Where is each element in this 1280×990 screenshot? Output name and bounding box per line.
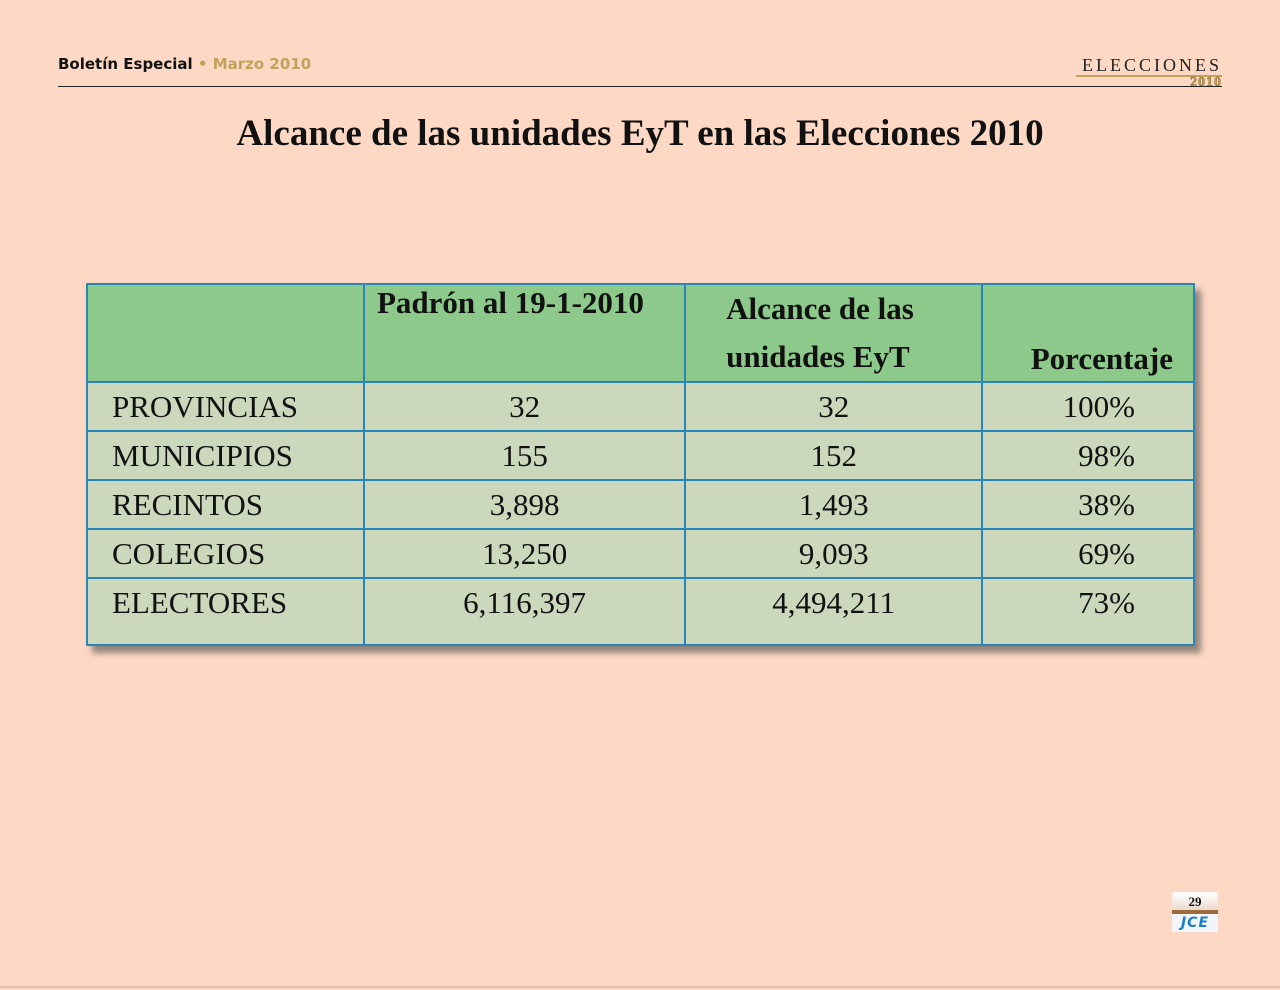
table-row: ELECTORES 6,116,397 4,494,211 73% xyxy=(86,577,1195,646)
page-title: Alcance de las unidades EyT en las Elecc… xyxy=(236,113,1044,154)
padron-value: 155 xyxy=(362,430,687,481)
logo-rule xyxy=(1076,75,1222,77)
row-label: PROVINCIAS xyxy=(86,381,365,432)
logo-year: 2010 xyxy=(1190,75,1222,90)
table-row: COLEGIOS 13,250 9,093 69% xyxy=(86,528,1195,579)
table-row: PROVINCIAS 32 32 100% xyxy=(86,381,1195,432)
padron-value: 32 xyxy=(362,381,687,432)
alcance-value: 9,093 xyxy=(684,528,984,579)
alcance-value: 1,493 xyxy=(684,479,984,530)
table-header-row: Padrón al 19-1-2010 Alcance de las unida… xyxy=(86,283,1195,383)
porcentaje-value: 73% xyxy=(981,577,1195,646)
page-number: 29 xyxy=(1172,892,1218,912)
header-padron: Padrón al 19-1-2010 xyxy=(362,283,687,383)
porcentaje-value: 100% xyxy=(981,381,1195,432)
padron-value: 13,250 xyxy=(362,528,687,579)
publication-date: Marzo 2010 xyxy=(212,55,312,73)
page-number-badge: 29 JCE xyxy=(1172,892,1218,932)
table-row: MUNICIPIOS 155 152 98% xyxy=(86,430,1195,481)
elecciones-logo: ELECCIONES 2010 xyxy=(1072,55,1222,90)
coverage-table-container: Padrón al 19-1-2010 Alcance de las unida… xyxy=(86,283,1195,646)
publication-header: Boletín Especial • Marzo 2010 xyxy=(58,55,311,73)
porcentaje-value: 38% xyxy=(981,479,1195,530)
header-alcance: Alcance de las unidades EyT xyxy=(684,283,984,383)
alcance-value: 152 xyxy=(684,430,984,481)
header-rule xyxy=(58,86,1222,87)
header-separator: • xyxy=(197,55,208,73)
row-label: COLEGIOS xyxy=(86,528,365,579)
row-label: RECINTOS xyxy=(86,479,365,530)
jce-logo: JCE xyxy=(1172,914,1218,932)
coverage-table: Padrón al 19-1-2010 Alcance de las unida… xyxy=(86,283,1195,646)
badge-stripe xyxy=(1172,910,1218,914)
table-row: RECINTOS 3,898 1,493 38% xyxy=(86,479,1195,530)
header-alcance-line1: Alcance de las xyxy=(726,291,914,326)
logo-word: ELECCIONES xyxy=(1082,55,1222,75)
header-empty xyxy=(86,283,365,383)
porcentaje-value: 98% xyxy=(981,430,1195,481)
header-alcance-line2: unidades EyT xyxy=(726,339,910,374)
row-label: ELECTORES xyxy=(86,577,365,646)
padron-value: 6,116,397 xyxy=(362,577,687,646)
porcentaje-value: 69% xyxy=(981,528,1195,579)
alcance-value: 32 xyxy=(684,381,984,432)
padron-value: 3,898 xyxy=(362,479,687,530)
row-label: MUNICIPIOS xyxy=(86,430,365,481)
publication-name: Boletín Especial xyxy=(58,55,193,73)
alcance-value: 4,494,211 xyxy=(684,577,984,646)
header-porcentaje: Porcentaje xyxy=(981,283,1195,383)
